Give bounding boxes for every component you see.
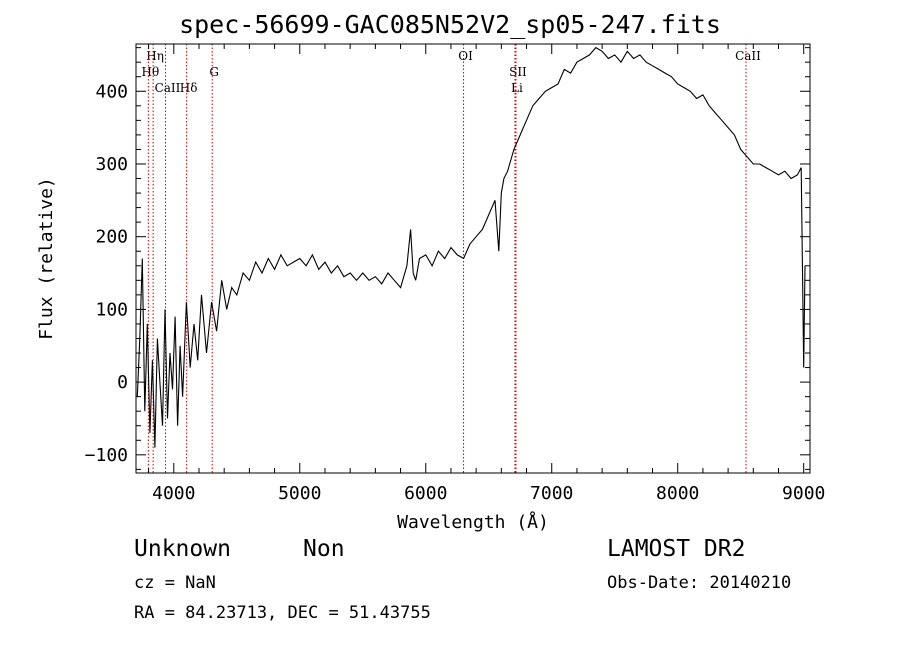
line-mark-label: Li xyxy=(511,81,523,95)
spectral-subclass: Non xyxy=(303,536,345,562)
line-mark-label: Hθ xyxy=(141,65,159,79)
plot-frame xyxy=(135,43,811,474)
y-tick-label: 200 xyxy=(95,227,128,248)
y-tick-label: 300 xyxy=(95,154,128,175)
y-tick-label: 400 xyxy=(95,81,128,102)
ticks-layer: 4000 5000 6000 7000 8000 9000 −100 0 100 200 300 40… xyxy=(85,44,825,504)
data-layer xyxy=(136,46,806,448)
line-mark-label: Hη xyxy=(146,49,164,63)
line-mark-label: CaII xyxy=(735,49,761,63)
line-mark-label: SII xyxy=(509,65,527,79)
y-tick-label: 0 xyxy=(117,372,128,393)
x-tick-label: 5000 xyxy=(278,483,321,504)
spectral-class: Unknown xyxy=(134,536,231,562)
line-mark-label: OI xyxy=(458,49,473,63)
y-tick-label: −100 xyxy=(85,445,128,466)
x-tick-label: 8000 xyxy=(656,483,699,504)
line-mark-label: CaII xyxy=(155,81,181,95)
ra-dec-coordinates: RA = 84.23713, DEC = 51.43755 xyxy=(134,603,431,623)
x-tick-label: 4000 xyxy=(152,483,195,504)
y-tick-label: 100 xyxy=(95,299,128,320)
line-mark-label: Hδ xyxy=(180,81,198,95)
redshift-cz: cz = NaN xyxy=(134,573,216,593)
observation-date: Obs-Date: 20140210 xyxy=(607,573,792,593)
y-axis-label: Flux (relative) xyxy=(36,177,57,340)
x-tick-label: 7000 xyxy=(530,483,573,504)
x-axis-label: Wavelength (Å) xyxy=(397,511,549,533)
spectrum-line xyxy=(136,46,806,448)
chart-title: spec-56699-GAC085N52V2_sp05-247.fits xyxy=(179,10,721,39)
survey-name: LAMOST DR2 xyxy=(607,536,746,562)
x-tick-label: 9000 xyxy=(782,483,825,504)
x-tick-label: 6000 xyxy=(404,483,447,504)
line-mark-label: G xyxy=(209,65,219,79)
